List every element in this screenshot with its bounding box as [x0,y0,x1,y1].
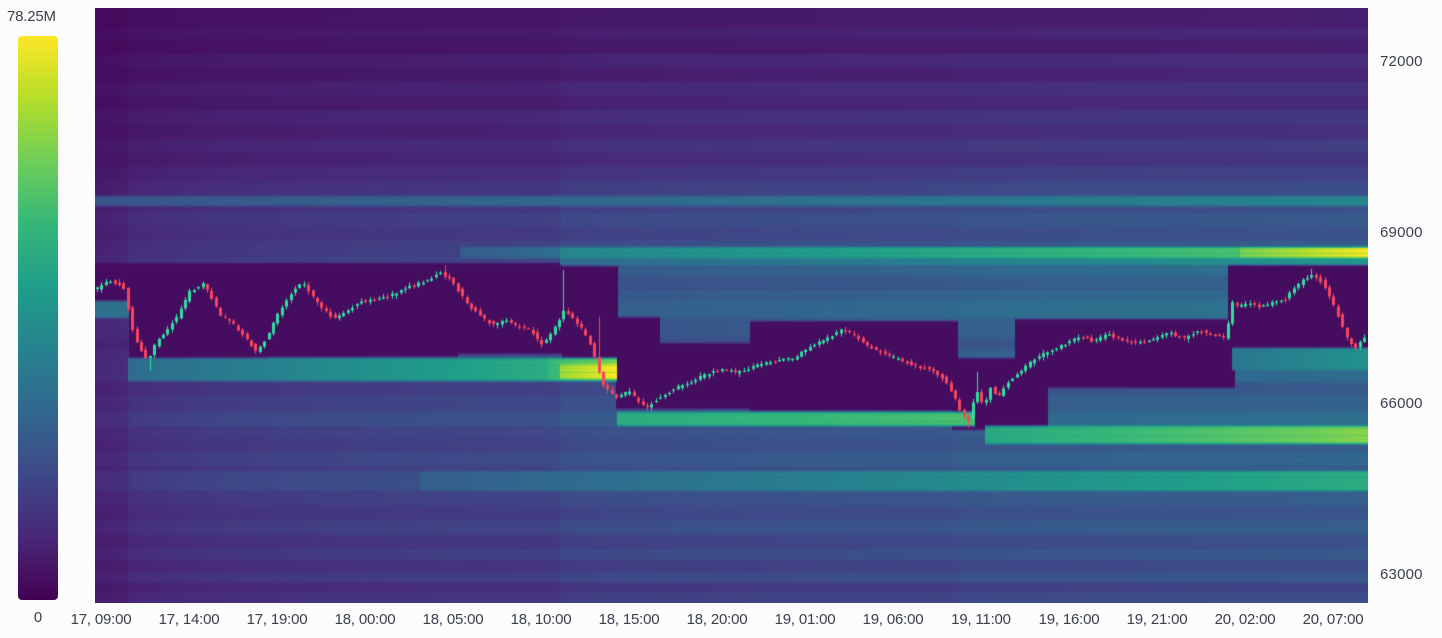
x-axis-tick-label: 19, 16:00 [1038,611,1100,628]
x-axis-tick-label: 17, 19:00 [246,611,308,628]
x-axis-tick-label: 18, 00:00 [334,611,396,628]
x-axis-tick-label: 19, 06:00 [862,611,924,628]
x-axis-tick-label: 19, 01:00 [774,611,836,628]
colorbar-max-label: 78.25M [7,8,56,25]
x-axis-tick-label: 20, 02:00 [1214,611,1276,628]
y-axis-tick-label: 72000 [1380,53,1423,71]
colorbar-min-label: 0 [33,609,43,626]
colorbar-gradient [18,36,58,600]
x-axis-tick-label: 18, 20:00 [686,611,748,628]
y-axis-tick-label: 69000 [1380,223,1423,241]
x-axis-tick-label: 19, 11:00 [951,611,1011,628]
x-axis-tick-label: 17, 14:00 [158,611,220,628]
x-axis-tick-label: 18, 15:00 [598,611,660,628]
x-axis-tick-label: 18, 10:00 [510,611,572,628]
y-axis-tick-label: 66000 [1380,394,1423,412]
x-axis-tick-label: 20, 07:00 [1302,611,1364,628]
y-axis-tick-label: 63000 [1380,565,1423,583]
x-axis-tick-label: 18, 05:00 [422,611,484,628]
x-axis-tick-label: 17, 09:00 [70,611,132,628]
x-axis-tick-label: 19, 21:00 [1126,611,1188,628]
liquidation-heatmap-canvas[interactable] [95,8,1368,603]
